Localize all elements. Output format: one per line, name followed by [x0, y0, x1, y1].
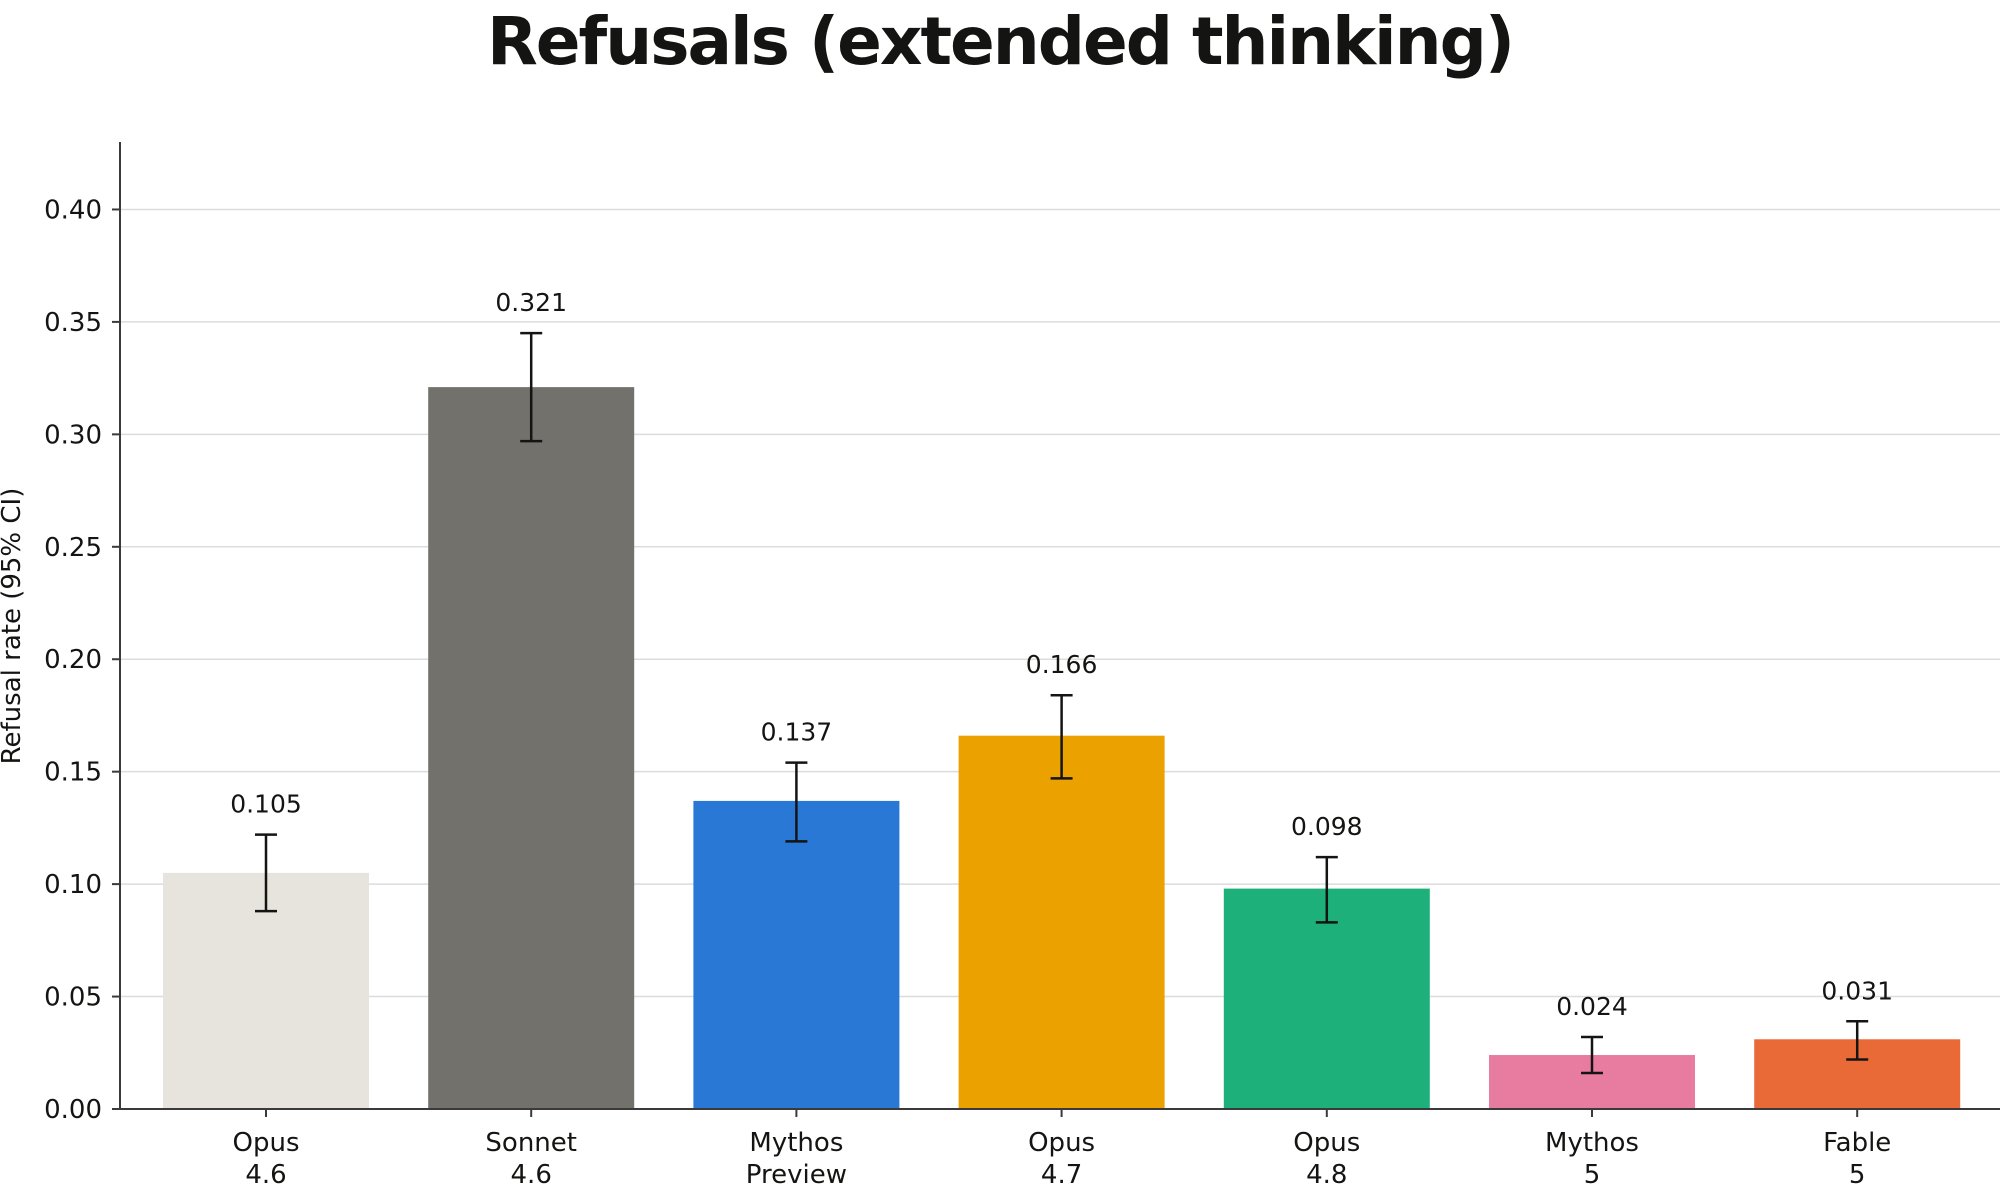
x-tick-label-line: Sonnet: [485, 1128, 577, 1158]
axes: [112, 142, 2000, 1117]
data-label: 0.098: [1291, 812, 1363, 841]
x-tick-label-line: Fable: [1823, 1128, 1891, 1158]
bar-mythos-preview: [693, 800, 900, 1109]
y-axis-label: Refusal rate (95% CI): [0, 488, 27, 765]
x-tick-label: Sonnet 4.6: [485, 1128, 577, 1190]
x-tick-label: Fable 5: [1823, 1128, 1891, 1190]
chart-title: Refusals (extended thinking): [486, 3, 1515, 80]
bar-opus-4.7: [958, 735, 1165, 1109]
data-label: 0.105: [230, 790, 302, 819]
x-tick-label-line: 5: [1584, 1160, 1601, 1190]
data-label: 0.024: [1556, 992, 1628, 1021]
x-tick-label-line: Opus: [233, 1128, 300, 1158]
x-tick-label-line: 4.7: [1041, 1160, 1082, 1190]
bar-sonnet-4.6: [428, 387, 635, 1109]
x-tick-label-line: Preview: [746, 1160, 847, 1190]
y-tick-label: 0.30: [44, 420, 102, 450]
bars: [163, 331, 1961, 1109]
data-label: 0.321: [495, 288, 567, 317]
y-tick-label: 0.15: [44, 758, 102, 788]
x-tick-label-line: Opus: [1293, 1128, 1360, 1158]
y-tick-label: 0.10: [44, 870, 102, 900]
y-tick-label: 0.05: [44, 983, 102, 1013]
x-tick-label-line: 4.8: [1306, 1160, 1347, 1190]
y-tick-label: 0.40: [44, 195, 102, 225]
y-tick-label: 0.25: [44, 533, 102, 563]
labels: 0.00 0.05 0.10 0.15 0.20 0.25 0.30 0.35 0.40 0.10…: [0, 195, 1893, 1190]
data-label: 0.031: [1821, 976, 1893, 1005]
x-tick-label: Opus 4.8: [1293, 1128, 1360, 1190]
x-tick-label-line: 5: [1849, 1160, 1866, 1190]
y-tick-label: 0.00: [44, 1095, 102, 1125]
x-tick-label: Mythos 5: [1545, 1128, 1639, 1190]
x-tick-label-line: 4.6: [511, 1160, 552, 1190]
x-tick-label-line: Mythos: [1545, 1128, 1639, 1158]
x-tick-label-line: 4.6: [245, 1160, 286, 1190]
x-tick-label: Opus 4.7: [1028, 1128, 1095, 1190]
x-tick-label-line: Mythos: [749, 1128, 843, 1158]
x-tick-label-line: Opus: [1028, 1128, 1095, 1158]
x-tick-label: Opus 4.6: [233, 1128, 300, 1190]
x-tick-label: Mythos Preview: [746, 1128, 847, 1190]
bar-opus-4.8: [1223, 888, 1430, 1109]
y-tick-label: 0.35: [44, 308, 102, 338]
data-label: 0.137: [761, 718, 833, 747]
data-label: 0.166: [1026, 650, 1098, 679]
y-tick-label: 0.20: [44, 645, 102, 675]
